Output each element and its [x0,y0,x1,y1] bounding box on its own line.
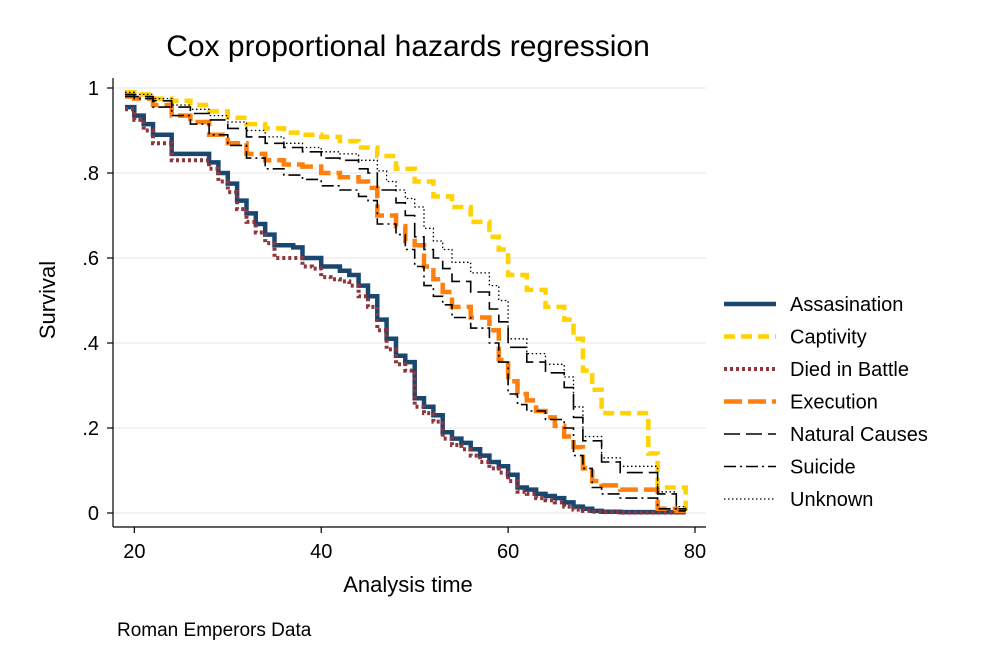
legend-label-died-in-battle: Died in Battle [790,359,909,381]
x-axis-label: Analysis time [343,572,473,597]
chart-title: Cox proportional hazards regression [166,30,650,63]
series-line-unknown [125,91,687,509]
ticks: 0 .2 .4 .6 .8 1 20 40 60 80 [82,78,706,563]
y-axis-label: Survival [35,261,60,339]
legend-label-assasination: Assasination [790,294,903,316]
axes [112,78,706,528]
legend-label-natural-causes: Natural Causes [790,424,928,446]
x-tick-label-0: 20 [123,541,145,563]
series-line-suicide [125,95,686,512]
gridlines [113,87,706,514]
legend-label-captivity: Captivity [790,327,867,349]
y-tick-label-0: 0 [88,503,99,525]
y-tick-label-2: .4 [82,333,99,355]
y-tick-label-1: .2 [82,418,99,440]
x-tick-label-3: 80 [684,541,706,563]
x-tick-label-2: 60 [497,541,519,563]
y-tick-label-3: .6 [82,248,99,270]
y-tick-label-5: 1 [88,78,99,100]
legend-label-unknown: Unknown [790,489,873,511]
series-line-captivity [125,90,688,511]
legend-label-suicide: Suicide [790,457,856,479]
y-tick-label-4: .8 [82,163,99,185]
series-line-natural-causes [125,93,687,511]
plot-area [125,90,688,515]
legend: Assasination Captivity Died in Battle Execu… [724,294,928,511]
x-tick-label-1: 40 [310,541,332,563]
legend-label-execution: Execution [790,392,878,414]
series-line-died-in-battle [125,107,686,515]
chart-note: Roman Emperors Data [117,620,312,641]
